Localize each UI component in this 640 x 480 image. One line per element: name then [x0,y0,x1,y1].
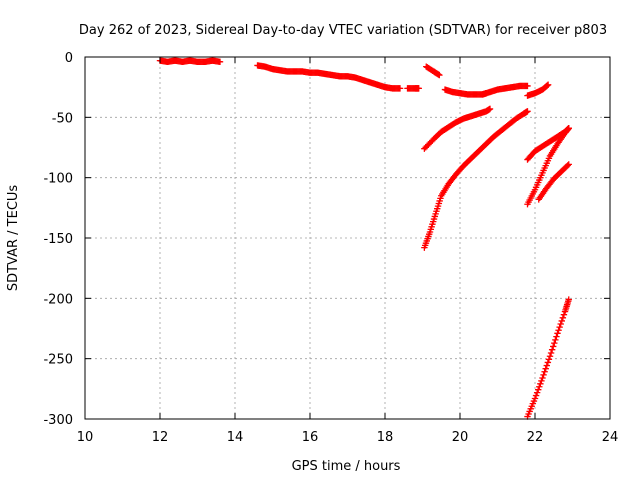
data-point [524,108,531,115]
data-point [548,346,556,353]
data-point [396,85,404,92]
series-arc-6 [479,82,531,98]
series-arc-11 [524,124,572,208]
data-point [415,85,422,92]
data-point [550,343,557,350]
x-tick-label: 10 [77,430,94,445]
data-point [540,371,547,379]
data-point [544,359,552,366]
data-point [542,365,549,372]
y-tick-label: -200 [43,292,73,307]
data-point [565,296,572,303]
data-point [531,395,539,402]
data-point [554,330,561,337]
x-tick-label: 12 [152,430,169,445]
data-marks [156,57,572,420]
data-point [545,356,553,363]
series-arc-1 [156,57,224,66]
data-point [560,311,568,318]
tick-labels: 10 12 14 16 18 20 22 24 0 -50 -100 -150 -200 -250 -300 [43,51,618,445]
series-arc-7 [421,105,494,152]
x-tick-label: 18 [377,430,394,445]
data-point [553,333,560,340]
y-tick-label: -250 [43,353,73,368]
grid [85,57,610,419]
data-point [544,81,552,88]
data-point [524,82,531,90]
data-point [538,377,545,385]
chart-title: Day 262 of 2023, Sidereal Day-to-day VTE… [79,23,607,38]
x-tick-label: 24 [602,430,619,445]
data-point [436,71,443,79]
data-point [565,124,572,132]
x-tick-label: 16 [302,430,319,445]
data-point [532,392,540,399]
series-arc-9 [524,81,552,99]
data-point [537,380,544,388]
data-point [216,58,224,66]
data-point [539,374,546,382]
series-arc-3 [404,85,422,92]
data-point [547,349,555,357]
data-point [546,353,554,360]
y-axis-label: SDTVAR / TECUs [6,185,21,292]
data-point [543,362,550,369]
data-point [558,317,565,325]
data-point [557,320,564,328]
data-point [535,386,542,393]
data-point [486,105,494,113]
y-tick-label: -50 [52,111,73,126]
x-axis-label: GPS time / hours [292,459,401,474]
data-point [551,339,558,347]
series-arc-2 [254,62,404,92]
data-point [556,323,563,331]
data-point [555,327,562,334]
y-tick-label: -150 [43,232,73,247]
x-tick-label: 14 [227,430,244,445]
x-tick-label: 20 [452,430,469,445]
data-point [559,314,567,322]
y-tick-label: -300 [43,413,73,428]
data-point [565,161,572,168]
data-point [541,368,548,375]
x-tick-label: 22 [527,430,544,445]
data-point [544,82,551,89]
data-point [552,336,559,344]
axis-ticks [84,56,611,420]
series-arc-12 [535,161,572,203]
data-point [533,389,541,396]
data-point [564,162,571,169]
series-arc-4 [423,63,443,79]
series-arc-13 [524,296,572,420]
series-arc-8 [421,108,531,251]
y-tick-label: -100 [43,172,73,187]
data-point [536,383,543,390]
y-tick-label: 0 [65,51,73,66]
